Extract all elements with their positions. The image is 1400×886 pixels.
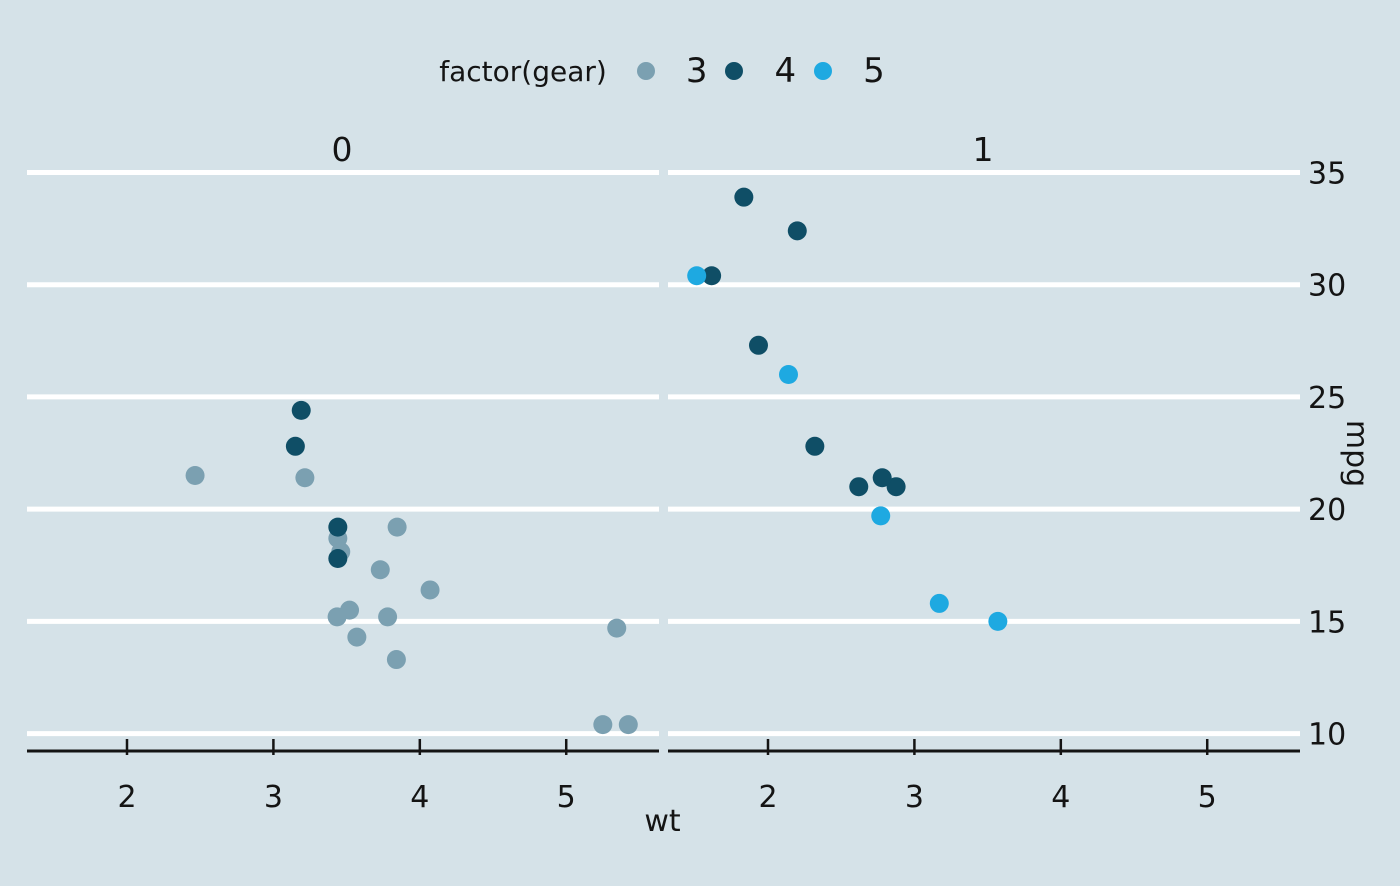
data-point-gear-4 (285, 436, 305, 456)
data-point-gear-4 (734, 187, 754, 207)
data-point-gear-5 (871, 506, 891, 526)
data-point-gear-3 (185, 465, 205, 485)
x-tick-label-2: 2 (117, 780, 136, 815)
data-point-gear-3 (420, 580, 440, 600)
y-tick-label-30: 30 (1308, 269, 1346, 304)
data-point-gear-4 (787, 221, 807, 241)
data-point-gear-5 (687, 266, 707, 286)
legend-item-gear-5: 5 (814, 51, 885, 91)
legend-label-gear-5: 5 (863, 51, 885, 91)
data-point-gear-4 (872, 468, 892, 488)
data-point-gear-3 (593, 715, 613, 735)
data-point-gear-4 (328, 517, 348, 537)
facet-strip-label-1: 1 (972, 130, 994, 169)
chart-canvas: 2 3 4 5 2 3 4 5 10 15 20 25 30 35 (27, 156, 1346, 815)
x-axis-title: wt (644, 804, 681, 839)
data-point-gear-3 (370, 560, 390, 580)
y-tick-label-25: 25 (1308, 381, 1346, 416)
data-point-gear-3 (607, 618, 627, 638)
data-point-gear-3 (295, 468, 315, 488)
y-tick-label-20: 20 (1308, 493, 1346, 528)
legend-label-gear-3: 3 (685, 51, 708, 91)
data-point-gear-3 (378, 607, 398, 627)
x-tick-label-5: 5 (557, 780, 576, 815)
y-tick-label-35: 35 (1308, 156, 1346, 191)
facet-strip-label-0: 0 (331, 130, 353, 169)
data-point-gear-5 (778, 364, 798, 384)
legend-item-gear-3: 3 (636, 51, 708, 91)
data-point-gear-5 (929, 593, 949, 613)
legend: factor(gear) 3 4 5 (0, 44, 1362, 98)
x-tick-label-5: 5 (1198, 780, 1217, 815)
x-tick-label-3: 3 (264, 780, 283, 815)
x-tick-label-3: 3 (905, 780, 924, 815)
data-point-gear-4 (291, 400, 311, 420)
plot-figure: 2 3 4 5 2 3 4 5 10 15 20 25 30 35 factor(gear) 3 4 5 … (0, 44, 1375, 839)
legend-swatch-gear-5-icon (814, 62, 833, 80)
data-point-gear-5 (988, 611, 1008, 631)
data-point-gear-3 (387, 517, 407, 537)
data-point-gear-3 (618, 715, 638, 735)
data-point-gear-4 (886, 477, 906, 497)
data-point-gear-4 (805, 436, 825, 456)
legend-item-gear-4: 4 (725, 51, 796, 91)
legend-title: factor(gear) (439, 54, 607, 88)
legend-label-gear-4: 4 (774, 51, 797, 91)
data-point-gear-3 (386, 650, 406, 670)
x-tick-label-4: 4 (410, 780, 429, 815)
y-axis-title: mpg (1336, 20, 1378, 886)
legend-swatch-gear-4-icon (725, 62, 744, 80)
x-tick-label-4: 4 (1051, 780, 1070, 815)
data-point-gear-4 (328, 549, 348, 569)
data-point-gear-3 (327, 607, 347, 627)
legend-swatch-gear-3-icon (636, 62, 655, 80)
data-point-gear-4 (748, 335, 768, 355)
data-point-gear-4 (849, 477, 869, 497)
y-tick-label-10: 10 (1308, 718, 1346, 753)
data-point-gear-3 (347, 627, 367, 647)
x-tick-label-2: 2 (758, 780, 777, 815)
y-axis-title-text: mpg (1339, 419, 1375, 487)
data-point-gear-4 (702, 266, 722, 286)
y-tick-label-15: 15 (1308, 605, 1346, 640)
